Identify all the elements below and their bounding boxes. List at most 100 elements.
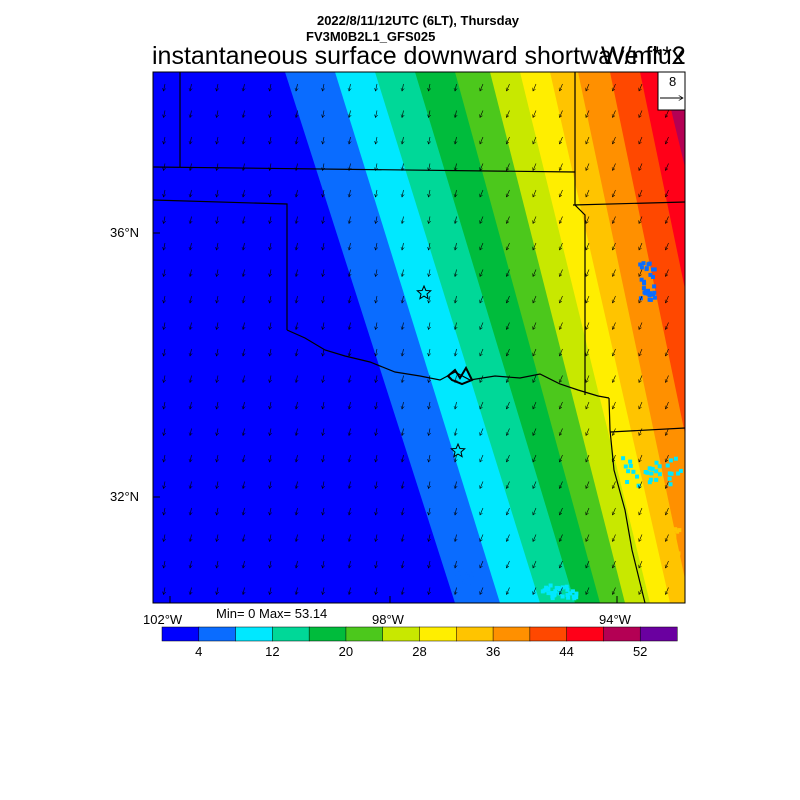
wind-vector-arrow <box>190 534 192 542</box>
colorbar-tick-label: 12 <box>265 644 280 659</box>
wind-vector-arrow <box>666 110 669 118</box>
wind-vector-arrow <box>586 534 590 542</box>
cloud-speckle <box>458 580 463 585</box>
wind-vector-arrow <box>586 375 590 383</box>
cloud-speckle <box>650 466 655 471</box>
cloud-speckle <box>621 456 626 461</box>
wind-vector-arrow <box>402 481 404 489</box>
wind-vector-arrow <box>455 587 457 595</box>
wind-vector-arrow <box>613 507 616 515</box>
wind-vector-arrow <box>296 348 298 356</box>
cloud-speckle <box>678 468 683 473</box>
wind-vector-arrow <box>164 534 166 542</box>
cloud-speckle <box>460 575 465 580</box>
wind-vector-arrow <box>323 136 325 144</box>
wind-vector-arrow <box>296 216 298 224</box>
wind-vector-arrow <box>480 534 484 542</box>
wind-vector-arrow <box>455 242 457 250</box>
colorbar-tick-label: 52 <box>632 644 648 659</box>
wind-vector-arrow <box>613 216 616 224</box>
cloud-speckle <box>667 548 672 553</box>
wind-vector-arrow <box>429 189 431 197</box>
cloud-speckle <box>625 480 630 484</box>
cloud-speckle <box>540 589 545 594</box>
wind-vector-arrow <box>376 110 378 118</box>
wind-vector-arrow <box>429 401 431 409</box>
wind-vector-arrow <box>270 242 272 250</box>
wind-vector-arrow <box>402 454 404 462</box>
wind-vector-arrow <box>429 110 431 118</box>
cloud-speckle <box>652 284 657 289</box>
wind-vector-arrow <box>402 242 404 250</box>
flux-band <box>640 72 685 290</box>
wind-vector-arrow <box>270 83 272 91</box>
wind-vector-arrow <box>349 348 351 356</box>
wind-vector-arrow <box>190 348 192 356</box>
cloud-speckle <box>565 593 570 598</box>
wind-vector-arrow <box>613 401 616 409</box>
wind-vector-arrow <box>533 587 537 595</box>
wind-vector-arrow <box>586 216 590 224</box>
wind-vector-arrow <box>560 401 563 409</box>
cloud-speckle <box>641 286 646 291</box>
cloud-speckle <box>571 594 576 599</box>
wind-vector-arrow <box>270 375 272 383</box>
cloud-speckle <box>661 533 666 538</box>
wind-vector-arrow <box>507 401 510 409</box>
wind-vector-arrow <box>533 560 537 568</box>
wind-vector-arrow <box>349 507 351 515</box>
wind-vector-arrow <box>560 428 563 436</box>
wind-vector-arrow <box>639 428 643 436</box>
wind-vector-arrow <box>270 189 272 197</box>
cloud-speckle <box>663 552 668 557</box>
cloud-speckle <box>643 291 648 296</box>
wind-vector-arrow <box>376 136 378 144</box>
cloud-speckle <box>654 460 659 465</box>
cloud-speckle <box>648 291 653 296</box>
wind-vector-arrow <box>639 481 643 489</box>
wind-vector-arrow <box>533 375 537 383</box>
wind-vector-arrow <box>533 216 537 224</box>
cloud-speckle <box>654 469 659 474</box>
cloud-speckle <box>631 469 636 474</box>
wind-vector-arrow <box>323 110 325 118</box>
cloud-speckle <box>661 526 666 531</box>
cloud-speckle <box>667 476 672 481</box>
wind-vector-arrow <box>613 295 616 303</box>
wind-vector-arrow <box>586 295 590 303</box>
wind-vector-arrow <box>666 136 669 144</box>
wind-vector-arrow <box>270 560 272 568</box>
wind-vector-arrow <box>507 534 510 542</box>
wind-vector-arrow <box>164 587 166 595</box>
lon-tick-94w: 94°W <box>599 612 631 627</box>
wind-vector-arrow <box>164 269 166 277</box>
wind-vector-arrow <box>349 322 351 330</box>
wind-vector-arrow <box>376 83 378 91</box>
wind-vector-arrow <box>243 163 245 171</box>
wind-vector-arrow <box>190 375 192 383</box>
wind-vector-arrow <box>507 454 510 462</box>
wind-vector-arrow <box>402 163 404 171</box>
wind-vector-arrow <box>533 322 537 330</box>
wind-vector-arrow <box>613 534 616 542</box>
wind-vector-arrow <box>402 189 404 197</box>
cloud-speckle <box>459 565 464 570</box>
cloud-speckle <box>455 575 460 580</box>
cloud-speckle <box>553 589 558 594</box>
wind-vector-arrow <box>480 587 484 595</box>
cloud-speckle <box>665 463 670 468</box>
colorbar-swatch <box>198 626 237 642</box>
wind-vector-arrow <box>639 375 643 383</box>
wind-vector-arrow <box>507 322 510 330</box>
wind-vector-arrow <box>402 269 404 277</box>
wind-vector-arrow <box>586 242 590 250</box>
wind-vector-arrow <box>217 110 219 118</box>
wind-vector-arrow <box>429 322 431 330</box>
cloud-speckle <box>455 584 459 589</box>
cloud-speckle <box>564 584 569 589</box>
reference-vector-label: 8 <box>669 74 677 89</box>
wind-vector-arrow <box>243 534 245 542</box>
wind-vector-arrow <box>270 454 272 462</box>
cloud-speckle <box>648 477 653 482</box>
wind-vector-arrow <box>560 189 563 197</box>
